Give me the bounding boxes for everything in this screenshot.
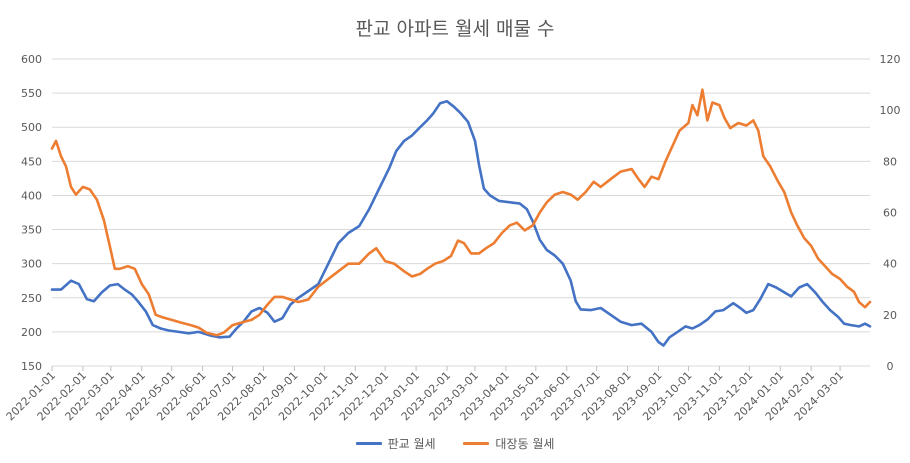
legend-label-pangyo: 판교 월세: [387, 437, 436, 451]
series-line-daejang: [50, 88, 872, 337]
legend-item-daejang: 대장동 월세: [463, 435, 554, 452]
y-right-tick-label: 0: [887, 360, 894, 373]
chart-title: 판교 아파트 월세 매물 수: [355, 18, 555, 40]
series-line-pangyo: [50, 100, 872, 347]
y-left-tick-label: 450: [21, 155, 42, 168]
y-left-tick-label: 600: [21, 53, 42, 66]
y-right-tick-label: 100: [880, 104, 901, 117]
y-left-tick-label: 200: [21, 326, 42, 339]
y-right-tick-label: 80: [883, 155, 897, 168]
y-right-tick-label: 60: [883, 207, 897, 220]
y-left-tick-label: 250: [21, 292, 42, 305]
y-left-tick-label: 150: [21, 360, 42, 373]
y-left-tick-label: 550: [21, 87, 42, 100]
legend-swatch-pangyo: [355, 442, 382, 445]
y-right-tick-label: 20: [883, 309, 897, 322]
y-right-tick-label: 40: [883, 258, 897, 271]
legend-item-pangyo: 판교 월세: [355, 435, 436, 452]
legend-label-daejang: 대장동 월세: [495, 437, 555, 451]
chart-legend: 판교 월세 대장동 월세: [0, 434, 910, 452]
y-right-tick-label: 120: [880, 53, 901, 66]
y-left-tick-label: 350: [21, 224, 42, 237]
y-left-tick-label: 300: [21, 258, 42, 271]
y-left-tick-label: 400: [21, 189, 42, 202]
y-left-tick-label: 500: [21, 121, 42, 134]
legend-swatch-daejang: [463, 442, 490, 445]
